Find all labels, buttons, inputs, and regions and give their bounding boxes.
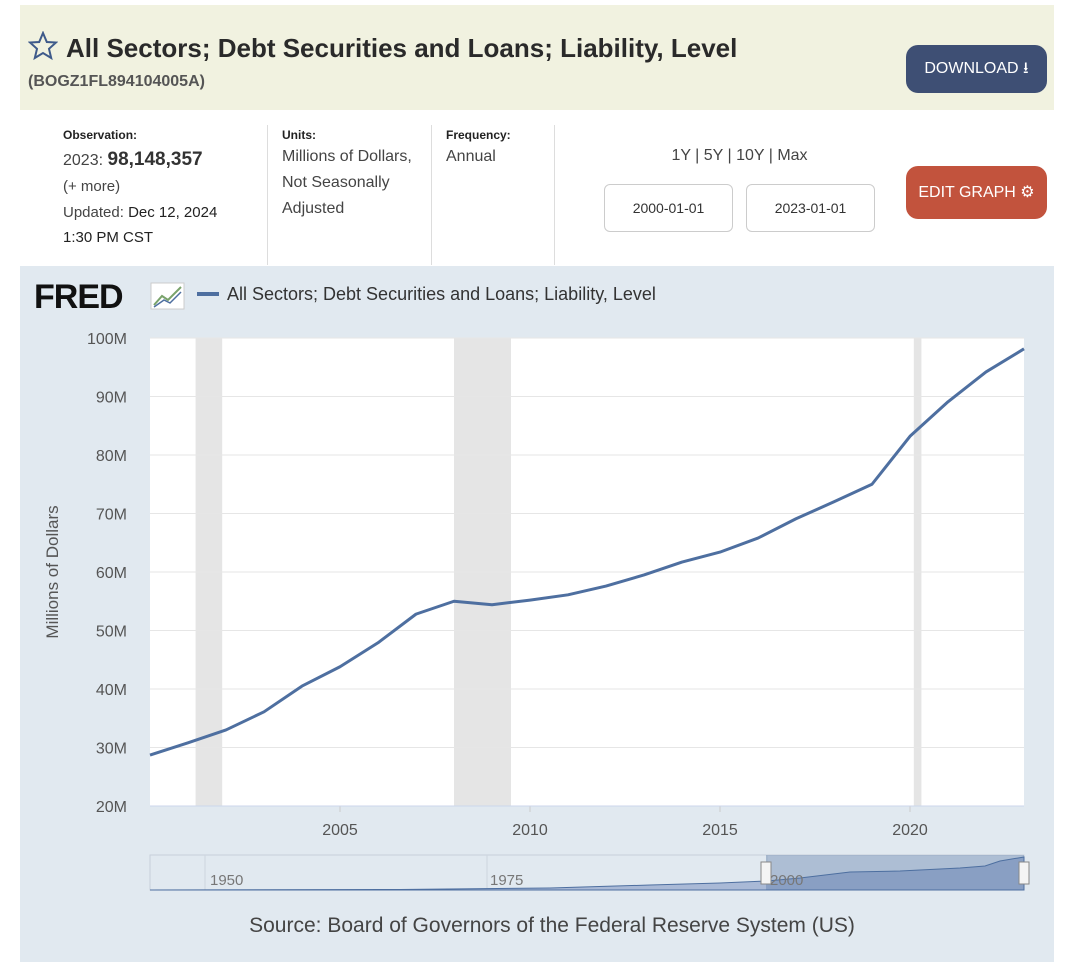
separator (267, 125, 268, 265)
recession-band (195, 338, 223, 806)
recession-band (913, 338, 922, 806)
y-tick-label: 50M (96, 624, 127, 641)
y-tick-label: 30M (96, 741, 127, 758)
edit-graph-button[interactable]: EDIT GRAPH ⚙ (906, 166, 1047, 219)
observation-label: Observation: (63, 128, 138, 142)
source: Source: Board of Governors of the Federa… (249, 914, 855, 937)
y-tick-label: 80M (96, 448, 127, 465)
series-title: All Sectors; Debt Securities and Loans; … (66, 33, 738, 63)
range-link[interactable]: 1Y (671, 147, 691, 164)
range-link[interactable]: 10Y (736, 147, 765, 164)
chart-background (20, 266, 1054, 962)
range-separator: | (690, 147, 704, 164)
range-links: 1Y | 5Y | 10Y | Max (604, 143, 875, 169)
x-tick-label: 2015 (702, 822, 738, 839)
range-link[interactable]: 5Y (703, 147, 724, 164)
x-tick-label: 2010 (512, 822, 548, 839)
units: Millions of Dollars, Not Seasonally Adju… (282, 148, 412, 217)
updated-time: 1:30 PM CST (63, 229, 154, 246)
observation-period: 2023: (63, 152, 104, 169)
separator (554, 125, 555, 265)
data-line (149, 347, 1025, 757)
more-link[interactable]: (+ more) (63, 178, 121, 195)
gear-icon: ⚙ (1020, 184, 1035, 201)
y-tick-label: 40M (96, 682, 127, 699)
y-tick-label: 100M (87, 331, 127, 348)
separator (431, 125, 432, 265)
y-tick-label: 70M (96, 507, 127, 524)
star-icon[interactable] (28, 31, 58, 61)
updated-date: Dec 12, 2024 (128, 204, 218, 221)
recession-band (454, 338, 511, 806)
fred-logo: FRED (34, 278, 123, 316)
plot-area (150, 338, 1024, 806)
series-id: (BOGZ1FL894104005A) (28, 73, 205, 90)
frequency: Annual (446, 148, 496, 165)
download-text: DOWNLOAD (924, 60, 1019, 77)
x-tick-label: 2020 (892, 822, 928, 839)
navigator-label: 1950 (210, 872, 243, 889)
updated-label: Updated: (63, 204, 124, 221)
y-tick-label: 20M (96, 799, 127, 816)
observation-value: 98,148,357 (107, 149, 203, 170)
range-link[interactable]: Max (777, 147, 808, 164)
end-date-input[interactable]: 2023-01-01 (746, 184, 875, 232)
frequency-label: Frequency: (446, 128, 511, 142)
logo-icon (150, 282, 185, 310)
y-tick-label: 60M (96, 565, 127, 582)
start-date-input[interactable]: 2000-01-01 (604, 184, 733, 232)
navigator-label: 1975 (490, 872, 523, 889)
range-separator: | (764, 147, 778, 164)
x-tick-label: 2005 (322, 822, 358, 839)
navigator (149, 854, 1030, 891)
y-axis-label: Millions of Dollars (43, 505, 62, 638)
navigator-label: 2000 (770, 872, 803, 889)
units-label: Units: (282, 128, 316, 142)
header-banner: All Sectors; Debt Securities and Loans; … (20, 5, 1054, 110)
y-tick-label: 90M (96, 390, 127, 407)
download-icon: ⭳ (1023, 60, 1029, 77)
range-separator: | (723, 147, 737, 164)
edit-graph-text: EDIT GRAPH (918, 184, 1016, 201)
download-button[interactable]: DOWNLOAD ⭳ (906, 45, 1047, 93)
legend-label: All Sectors; Debt Securities and Loans; … (227, 284, 656, 304)
